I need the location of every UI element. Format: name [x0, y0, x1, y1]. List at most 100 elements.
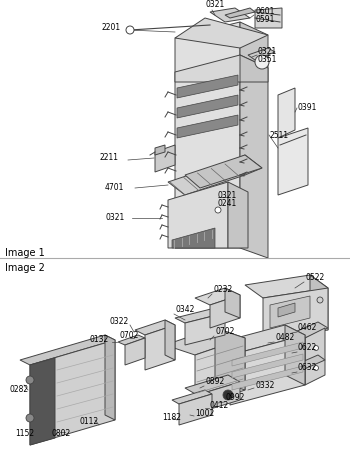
- Polygon shape: [232, 366, 303, 390]
- Polygon shape: [20, 335, 115, 365]
- Circle shape: [223, 390, 233, 400]
- Text: 0322: 0322: [110, 317, 129, 326]
- Polygon shape: [168, 182, 228, 248]
- Text: 0342: 0342: [175, 306, 194, 315]
- Text: 0241: 0241: [218, 199, 237, 208]
- Polygon shape: [278, 303, 295, 317]
- Polygon shape: [155, 145, 175, 172]
- Text: 0702: 0702: [120, 331, 139, 340]
- Polygon shape: [210, 295, 240, 328]
- Polygon shape: [172, 228, 215, 248]
- Text: 0522: 0522: [305, 273, 324, 282]
- Polygon shape: [240, 55, 268, 82]
- Polygon shape: [177, 95, 238, 118]
- Text: 2511: 2511: [270, 131, 289, 140]
- Polygon shape: [210, 8, 250, 22]
- Polygon shape: [248, 48, 275, 60]
- Text: 0351: 0351: [258, 55, 277, 64]
- Polygon shape: [135, 320, 175, 335]
- Text: 0601: 0601: [255, 8, 274, 17]
- Polygon shape: [175, 55, 268, 82]
- Polygon shape: [263, 288, 328, 340]
- Polygon shape: [225, 288, 240, 318]
- Polygon shape: [230, 335, 305, 405]
- Text: 0892: 0892: [205, 377, 224, 386]
- Text: 0391: 0391: [298, 104, 317, 113]
- Polygon shape: [270, 296, 310, 328]
- Polygon shape: [105, 335, 115, 420]
- Polygon shape: [255, 8, 282, 28]
- Polygon shape: [175, 22, 240, 248]
- Polygon shape: [240, 22, 268, 258]
- Polygon shape: [285, 325, 305, 385]
- Text: 0282: 0282: [10, 385, 29, 394]
- Text: 0321: 0321: [218, 191, 237, 200]
- Text: 0232: 0232: [213, 286, 232, 295]
- Text: 0992: 0992: [225, 394, 244, 403]
- Circle shape: [317, 297, 323, 303]
- Circle shape: [215, 207, 221, 213]
- Text: Image 2: Image 2: [5, 263, 45, 273]
- Polygon shape: [185, 155, 262, 188]
- Polygon shape: [30, 340, 115, 445]
- Text: 0321: 0321: [105, 213, 124, 222]
- Polygon shape: [168, 162, 245, 195]
- Text: 0482: 0482: [275, 333, 294, 342]
- Polygon shape: [177, 115, 238, 138]
- Polygon shape: [155, 145, 165, 155]
- Polygon shape: [232, 342, 303, 366]
- Polygon shape: [215, 328, 245, 390]
- Circle shape: [26, 414, 34, 422]
- Text: 4701: 4701: [105, 184, 124, 193]
- Text: 1152: 1152: [15, 429, 34, 438]
- Polygon shape: [185, 375, 240, 395]
- Polygon shape: [295, 322, 328, 338]
- Polygon shape: [145, 325, 175, 370]
- Circle shape: [255, 55, 269, 69]
- Text: 0321: 0321: [258, 47, 277, 56]
- Polygon shape: [197, 382, 240, 413]
- Polygon shape: [165, 328, 245, 355]
- Text: 0462: 0462: [298, 324, 317, 333]
- Text: 0702: 0702: [215, 327, 235, 336]
- Polygon shape: [232, 354, 303, 378]
- Polygon shape: [175, 18, 268, 48]
- Polygon shape: [185, 313, 225, 345]
- Text: 2211: 2211: [100, 154, 119, 163]
- Polygon shape: [245, 275, 328, 298]
- Text: 0412: 0412: [210, 401, 229, 410]
- Polygon shape: [195, 288, 240, 305]
- Text: 1182: 1182: [162, 413, 181, 422]
- Polygon shape: [125, 338, 145, 365]
- Text: 0332: 0332: [255, 380, 274, 389]
- Polygon shape: [278, 128, 308, 195]
- Text: 0132: 0132: [90, 335, 109, 344]
- Polygon shape: [175, 308, 225, 323]
- Text: 0632: 0632: [298, 363, 317, 373]
- Polygon shape: [278, 88, 295, 138]
- Text: 1002: 1002: [195, 409, 214, 418]
- Polygon shape: [195, 338, 245, 407]
- Polygon shape: [295, 355, 325, 370]
- Polygon shape: [305, 328, 325, 385]
- Text: 2201: 2201: [102, 24, 121, 33]
- Polygon shape: [30, 358, 55, 445]
- Polygon shape: [165, 320, 175, 360]
- Polygon shape: [172, 390, 212, 404]
- Polygon shape: [310, 275, 328, 330]
- Polygon shape: [228, 155, 262, 175]
- Polygon shape: [228, 182, 248, 248]
- Polygon shape: [118, 335, 145, 345]
- Circle shape: [314, 345, 318, 350]
- Text: 0321: 0321: [205, 0, 224, 9]
- Circle shape: [26, 376, 34, 384]
- Polygon shape: [225, 8, 255, 18]
- Polygon shape: [177, 75, 238, 98]
- Text: 0591: 0591: [255, 16, 274, 25]
- Polygon shape: [179, 394, 212, 425]
- Text: Image 1: Image 1: [5, 248, 45, 258]
- Text: 0112: 0112: [80, 418, 99, 427]
- Text: 0802: 0802: [52, 429, 71, 438]
- Polygon shape: [210, 325, 305, 355]
- Circle shape: [126, 26, 134, 34]
